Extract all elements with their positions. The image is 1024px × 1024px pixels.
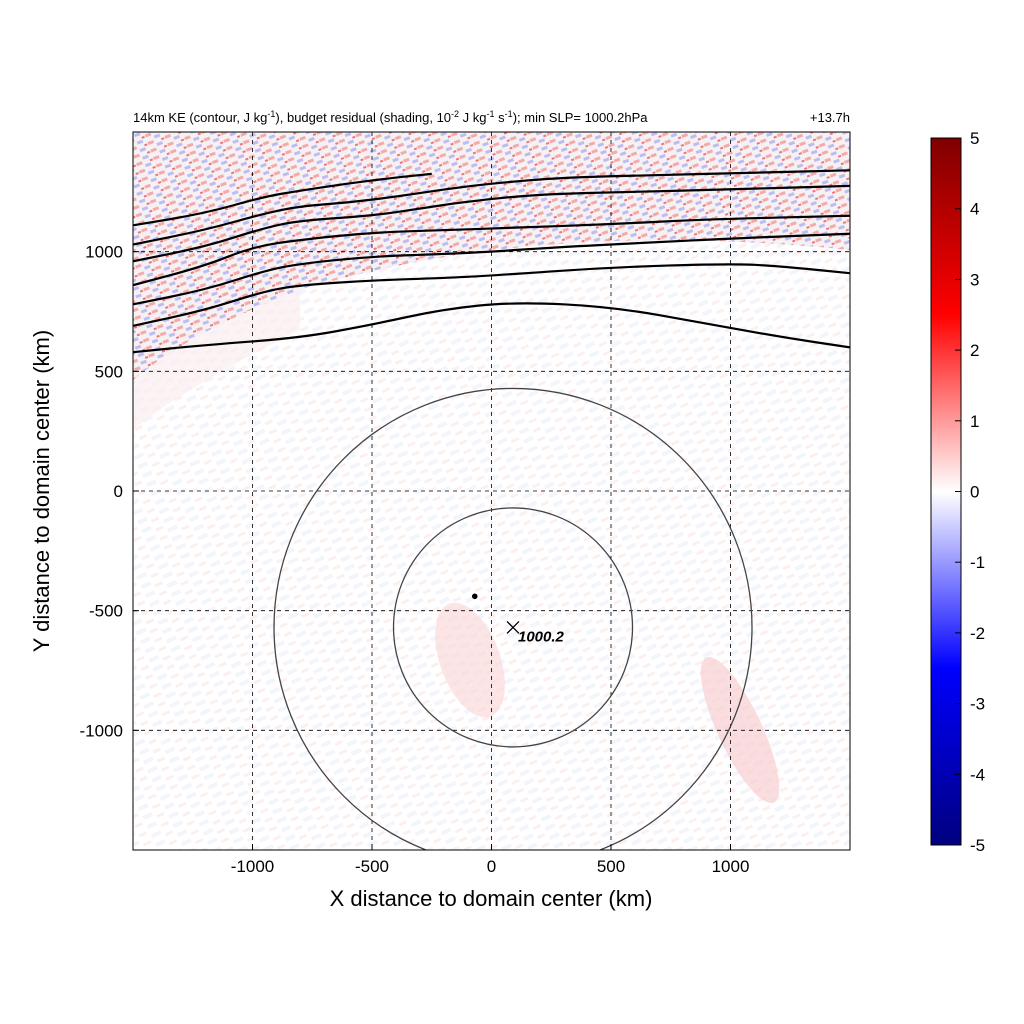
x-axis-label: X distance to domain center (km) [330, 886, 653, 911]
range-ring [273, 387, 753, 850]
track-dot [471, 593, 478, 600]
colorbar-ticks: 5 4 3 2 1 0 -1 -2 -3 -4 -5 [955, 129, 985, 855]
y-tick-label: 500 [95, 362, 123, 381]
storm-center: 1000.2 [471, 593, 565, 645]
colorbar-tick-label: 2 [970, 341, 979, 360]
chart-title: 14km KE (contour, J kg-1), budget residu… [133, 109, 648, 125]
colorbar-tick-label: -1 [970, 553, 985, 572]
x-tick-label: 500 [597, 857, 625, 876]
colorbar-tick-label: 1 [970, 412, 979, 431]
range-ring [392, 507, 634, 748]
ke-contour-line [133, 172, 432, 227]
min-slp-label: 1000.2 [518, 628, 565, 645]
colorbar-tick-label: -3 [970, 695, 985, 714]
colorbar-tick-label: 3 [970, 270, 979, 289]
colorbar-tick-label: -4 [970, 765, 985, 784]
colorbar-tick-label: -5 [970, 836, 985, 855]
ke-contour-line [133, 169, 850, 246]
y-axis-label: Y distance to domain center (km) [29, 330, 54, 652]
y-tick-label: -500 [89, 602, 123, 621]
ke-contours [133, 169, 850, 354]
ke-contour-line [133, 263, 850, 327]
x-tick-label: 0 [487, 857, 496, 876]
colorbar-tick-label: 5 [970, 129, 979, 148]
ke-contour-line [133, 302, 850, 354]
center-cross [506, 620, 520, 634]
x-tick-label: -500 [355, 857, 389, 876]
ke-contour-line [133, 184, 850, 263]
axis-ticks: -1000 -500 0 500 1000 -1000 -500 0 500 1000 [80, 243, 750, 876]
y-tick-label: 1000 [85, 243, 123, 262]
y-tick-label: -1000 [80, 721, 123, 740]
ke-contour-line [133, 232, 850, 306]
x-tick-label: 1000 [712, 857, 750, 876]
range-rings [273, 387, 753, 850]
ke-contour-line [133, 214, 850, 287]
colorbar-tick-label: 0 [970, 483, 979, 502]
forecast-time: +13.7h [810, 110, 850, 125]
colorbar-tick-label: 4 [970, 200, 979, 219]
x-tick-label: -1000 [231, 857, 274, 876]
colorbar-tick-label: -2 [970, 624, 985, 643]
y-tick-label: 0 [114, 482, 123, 501]
